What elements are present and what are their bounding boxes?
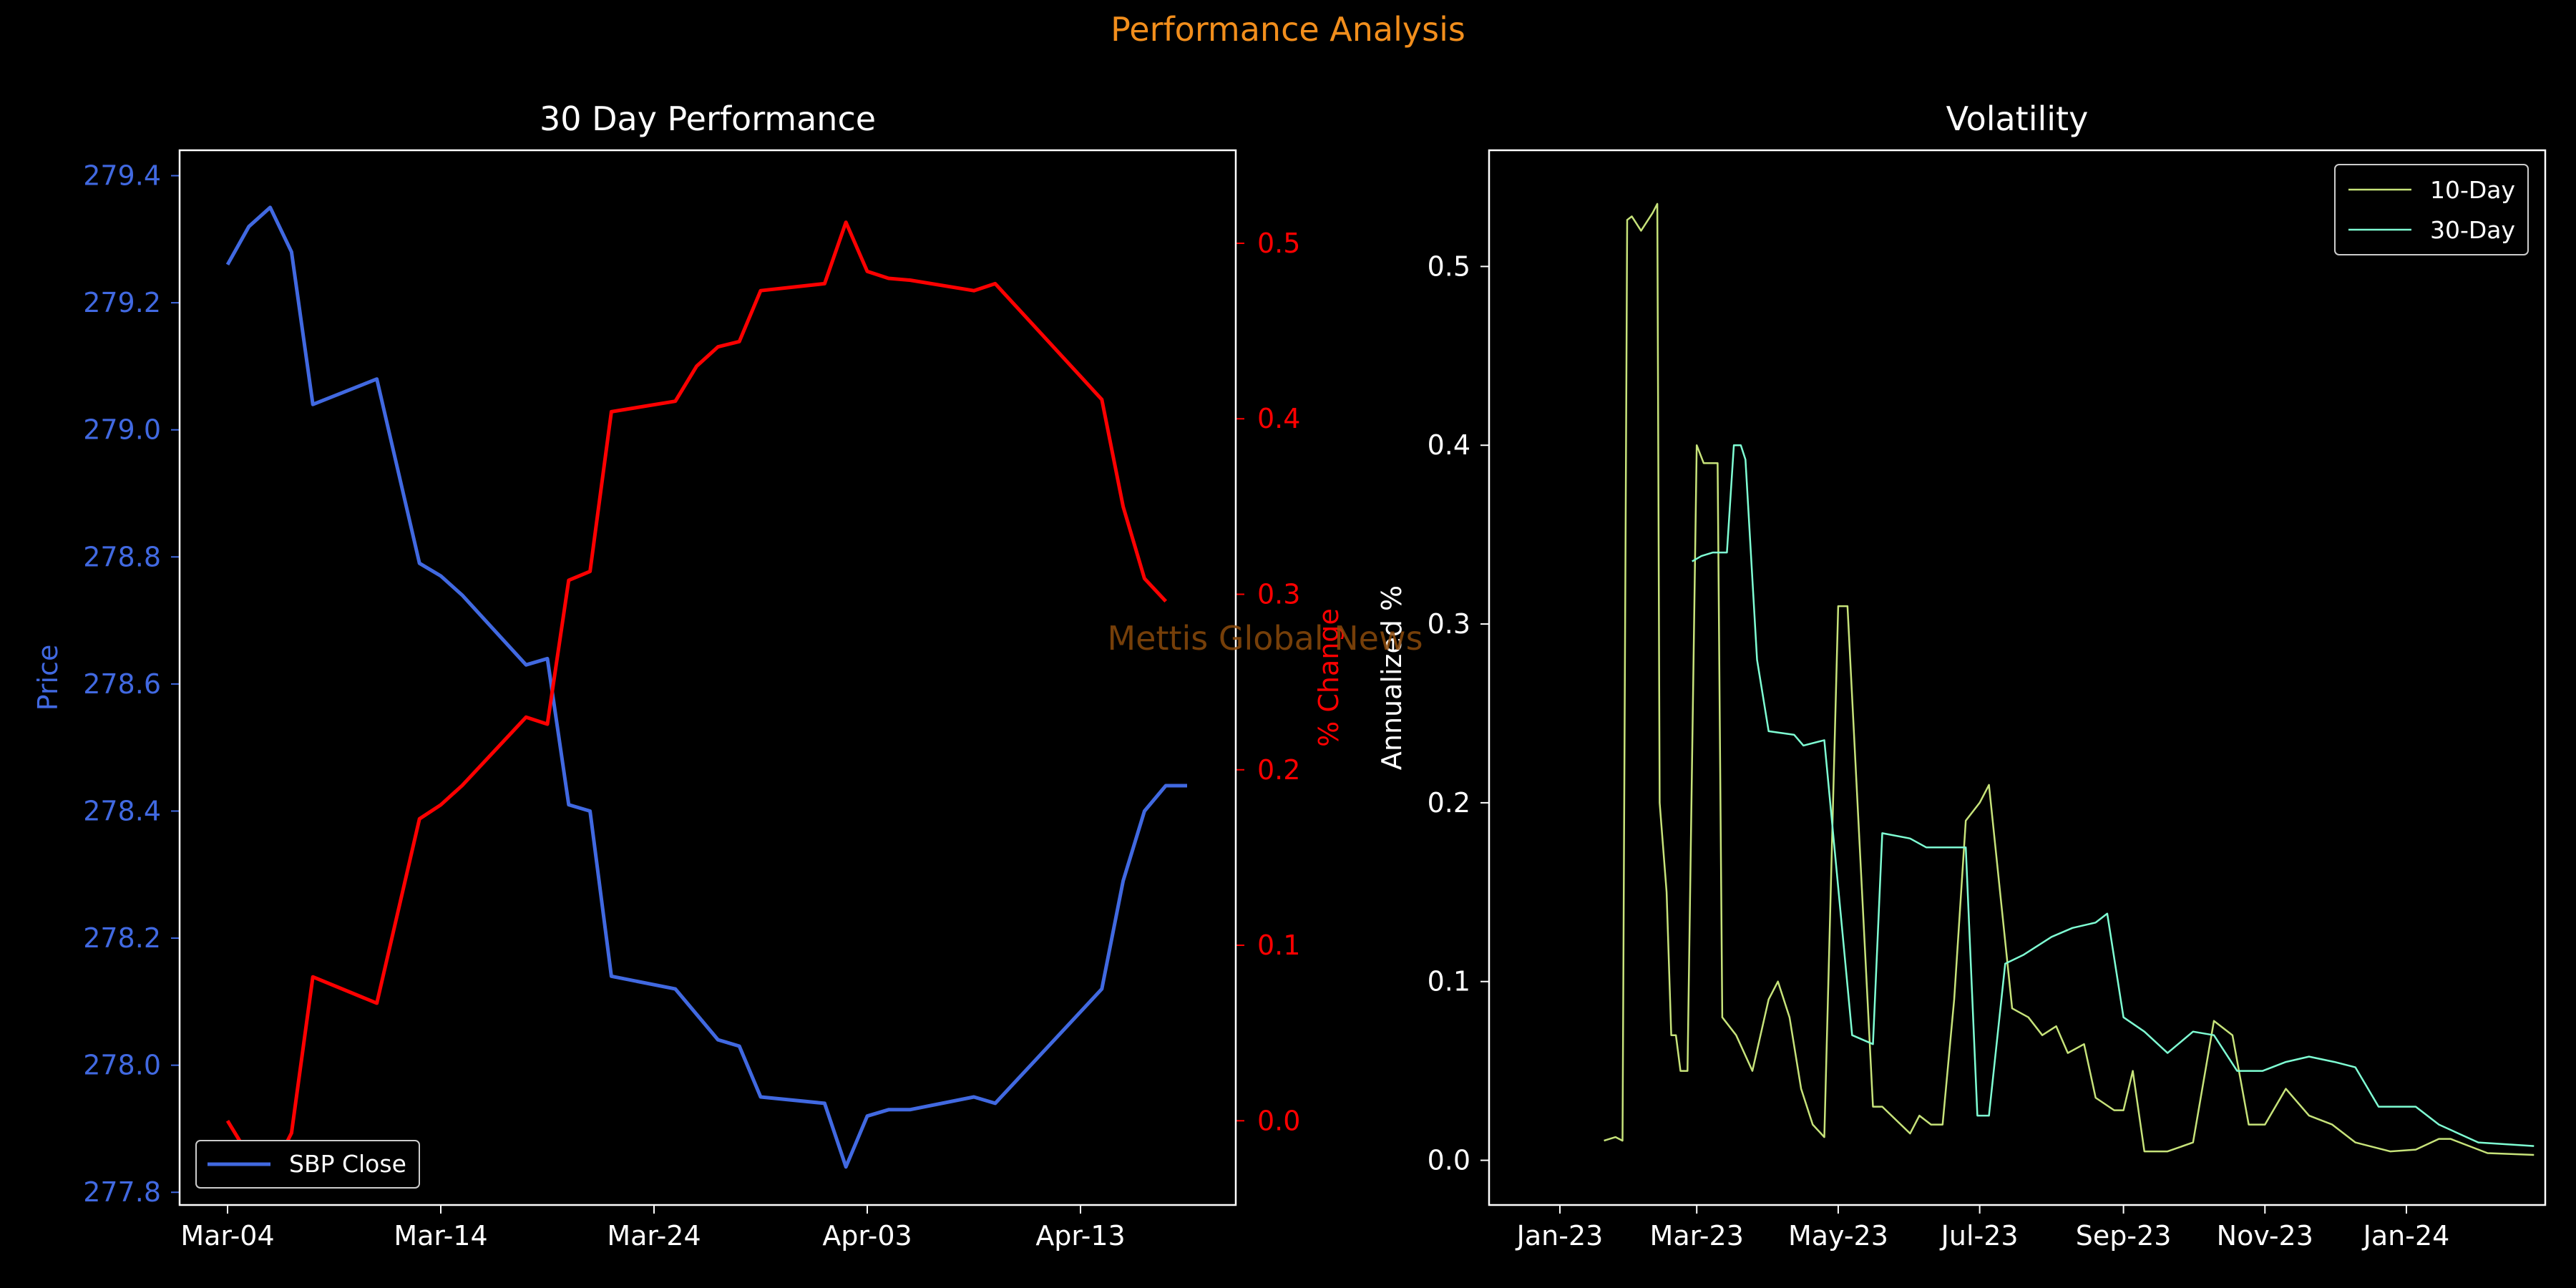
x-tick-label: Jul-23 xyxy=(1940,1220,2019,1252)
y-tick-label: 278.4 xyxy=(83,795,161,826)
vol10-series-line xyxy=(1604,203,2534,1156)
y-tick-label: 0.1 xyxy=(1428,966,1470,997)
y-tick-label: 0.3 xyxy=(1428,608,1470,640)
legend: SBP Close xyxy=(195,1140,420,1189)
y2-axis-label: % Change xyxy=(1313,608,1345,747)
volatility-chart: Volatility Jan-23 Mar-23 May-23 Jul-23 Sep-23… xyxy=(1376,99,2547,1252)
performance-chart: 30 Day Performance Mar-04 Mar-14 Mar-24 Apr-… xyxy=(32,99,1345,1252)
x-tick-label: Apr-03 xyxy=(822,1220,912,1252)
y2-tick-label: 0.1 xyxy=(1257,930,1300,961)
y-tick-label: 0.4 xyxy=(1428,429,1470,461)
y-tick-label: 279.2 xyxy=(83,287,161,318)
x-tick-label: Mar-14 xyxy=(394,1220,487,1252)
x-tick-label: Mar-23 xyxy=(1650,1220,1744,1252)
plot-frame xyxy=(1488,149,2547,1206)
x-tick-label: Sep-23 xyxy=(2076,1220,2172,1252)
x-tick-label: Mar-04 xyxy=(180,1220,274,1252)
x-tick-label: Jan-23 xyxy=(1516,1220,1604,1252)
y-axis-label: Price xyxy=(32,645,64,711)
legend-label: 30-Day xyxy=(2430,216,2515,244)
legend-label: 10-Day xyxy=(2430,176,2515,204)
y-tick-label: 0.2 xyxy=(1428,787,1470,819)
x-tick-label: Jan-24 xyxy=(2362,1220,2450,1252)
vol30-series-line xyxy=(1692,444,2534,1147)
legend: 10-Day 30-Day xyxy=(2334,164,2529,255)
watermark: Mettis Global News xyxy=(1107,619,1423,658)
legend-box xyxy=(195,1140,420,1189)
y-axis-label: Annualized % xyxy=(1376,585,1407,770)
y-tick-label: 278.0 xyxy=(83,1050,161,1081)
y-tick-label: 278.8 xyxy=(83,541,161,572)
y-tick-label: 278.2 xyxy=(83,922,161,954)
legend-label: SBP Close xyxy=(289,1150,406,1178)
price-series-line xyxy=(225,205,1187,1169)
x-tick-label: Apr-13 xyxy=(1035,1220,1125,1252)
chart-title: Volatility xyxy=(1946,99,2089,138)
pct-change-series-line xyxy=(225,220,1168,1177)
y2-tick-label: 0.3 xyxy=(1257,579,1300,610)
y-tick-label: 279.0 xyxy=(83,414,161,446)
y-tick-label: 279.4 xyxy=(83,160,161,192)
y2-tick-label: 0.2 xyxy=(1257,754,1300,786)
y-tick-label: 0.0 xyxy=(1428,1145,1470,1176)
legend-box xyxy=(2334,164,2529,255)
plot-frame xyxy=(178,149,1237,1206)
x-tick-label: Nov-23 xyxy=(2217,1220,2313,1252)
y2-tick-label: 0.4 xyxy=(1257,403,1300,434)
y-tick-label: 277.8 xyxy=(83,1176,161,1208)
x-tick-label: May-23 xyxy=(1788,1220,1888,1252)
chart-title: 30 Day Performance xyxy=(540,99,876,138)
x-tick-label: Mar-24 xyxy=(607,1220,701,1252)
y-tick-label: 278.6 xyxy=(83,668,161,700)
y2-tick-label: 0.5 xyxy=(1257,228,1300,259)
figure-title: Performance Analysis xyxy=(1111,10,1465,49)
y-tick-label: 0.5 xyxy=(1428,250,1470,282)
y2-tick-label: 0.0 xyxy=(1257,1105,1300,1136)
